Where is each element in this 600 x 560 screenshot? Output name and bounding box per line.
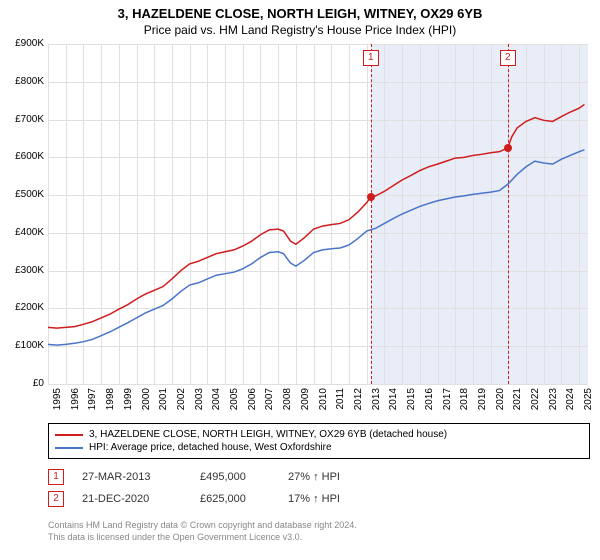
footer-line-2: This data is licensed under the Open Gov… bbox=[48, 532, 357, 544]
x-axis-label: 2019 bbox=[477, 388, 488, 418]
x-axis-label: 1998 bbox=[105, 388, 116, 418]
x-axis-label: 2023 bbox=[548, 388, 559, 418]
x-axis-label: 2022 bbox=[530, 388, 541, 418]
x-axis-label: 2015 bbox=[406, 388, 417, 418]
transaction-hpi: 17% ↑ HPI bbox=[288, 493, 368, 505]
x-axis-label: 2014 bbox=[388, 388, 399, 418]
x-axis-label: 2000 bbox=[141, 388, 152, 418]
transaction-date: 21-DEC-2020 bbox=[82, 493, 182, 505]
transaction-marker: 1 bbox=[48, 469, 64, 485]
y-axis-label: £400K bbox=[2, 227, 44, 238]
footer-line-1: Contains HM Land Registry data © Crown c… bbox=[48, 520, 357, 532]
chart-subtitle: Price paid vs. HM Land Registry's House … bbox=[0, 21, 600, 41]
legend-item: 3, HAZELDENE CLOSE, NORTH LEIGH, WITNEY,… bbox=[55, 428, 583, 441]
plot-area bbox=[48, 44, 588, 384]
legend-item: HPI: Average price, detached house, West… bbox=[55, 441, 583, 454]
legend: 3, HAZELDENE CLOSE, NORTH LEIGH, WITNEY,… bbox=[48, 423, 590, 459]
event-marker-2: 2 bbox=[500, 50, 516, 66]
footer-attribution: Contains HM Land Registry data © Crown c… bbox=[48, 520, 357, 543]
event-dot bbox=[504, 144, 512, 152]
transaction-hpi: 27% ↑ HPI bbox=[288, 471, 368, 483]
x-axis-label: 2001 bbox=[158, 388, 169, 418]
y-axis-label: £800K bbox=[2, 76, 44, 87]
x-axis-label: 1996 bbox=[70, 388, 81, 418]
x-axis-label: 2005 bbox=[229, 388, 240, 418]
x-axis-label: 2011 bbox=[335, 388, 346, 418]
transaction-marker: 2 bbox=[48, 491, 64, 507]
x-axis-label: 2002 bbox=[176, 388, 187, 418]
y-axis-label: £700K bbox=[2, 114, 44, 125]
chart-title: 3, HAZELDENE CLOSE, NORTH LEIGH, WITNEY,… bbox=[0, 0, 600, 21]
x-axis-label: 1999 bbox=[123, 388, 134, 418]
x-axis-label: 2017 bbox=[442, 388, 453, 418]
series-svg bbox=[48, 44, 588, 384]
x-axis-label: 2013 bbox=[371, 388, 382, 418]
legend-label: HPI: Average price, detached house, West… bbox=[89, 442, 332, 453]
series-property bbox=[48, 104, 584, 328]
transaction-row: 1 27-MAR-2013 £495,000 27% ↑ HPI bbox=[48, 466, 368, 488]
x-axis-label: 2004 bbox=[211, 388, 222, 418]
transaction-date: 27-MAR-2013 bbox=[82, 471, 182, 483]
transaction-price: £625,000 bbox=[200, 493, 270, 505]
x-axis-label: 2003 bbox=[194, 388, 205, 418]
legend-swatch bbox=[55, 434, 83, 436]
y-axis-label: £200K bbox=[2, 302, 44, 313]
transaction-price: £495,000 bbox=[200, 471, 270, 483]
y-axis-label: £600K bbox=[2, 151, 44, 162]
event-marker-1: 1 bbox=[363, 50, 379, 66]
y-axis-label: £0 bbox=[2, 378, 44, 389]
y-axis-label: £100K bbox=[2, 340, 44, 351]
x-axis-label: 2012 bbox=[353, 388, 364, 418]
y-axis-label: £900K bbox=[2, 38, 44, 49]
legend-swatch bbox=[55, 447, 83, 449]
x-axis-label: 2006 bbox=[247, 388, 258, 418]
y-axis-label: £300K bbox=[2, 265, 44, 276]
x-axis-label: 2025 bbox=[583, 388, 594, 418]
x-axis-label: 2024 bbox=[565, 388, 576, 418]
y-axis-label: £500K bbox=[2, 189, 44, 200]
x-axis-label: 2008 bbox=[282, 388, 293, 418]
transaction-table: 1 27-MAR-2013 £495,000 27% ↑ HPI 2 21-DEC-202… bbox=[48, 466, 368, 510]
event-dot bbox=[367, 193, 375, 201]
x-axis-label: 1997 bbox=[87, 388, 98, 418]
x-axis-label: 2007 bbox=[264, 388, 275, 418]
x-axis-label: 2016 bbox=[424, 388, 435, 418]
x-axis-label: 2020 bbox=[495, 388, 506, 418]
transaction-row: 2 21-DEC-2020 £625,000 17% ↑ HPI bbox=[48, 488, 368, 510]
chart-container: 3, HAZELDENE CLOSE, NORTH LEIGH, WITNEY,… bbox=[0, 0, 600, 560]
x-axis-label: 1995 bbox=[52, 388, 63, 418]
legend-label: 3, HAZELDENE CLOSE, NORTH LEIGH, WITNEY,… bbox=[89, 429, 447, 440]
x-axis-label: 2021 bbox=[512, 388, 523, 418]
grid-line-h bbox=[48, 384, 588, 385]
x-axis-label: 2018 bbox=[459, 388, 470, 418]
x-axis-label: 2010 bbox=[318, 388, 329, 418]
series-hpi bbox=[48, 150, 584, 345]
x-axis-label: 2009 bbox=[300, 388, 311, 418]
